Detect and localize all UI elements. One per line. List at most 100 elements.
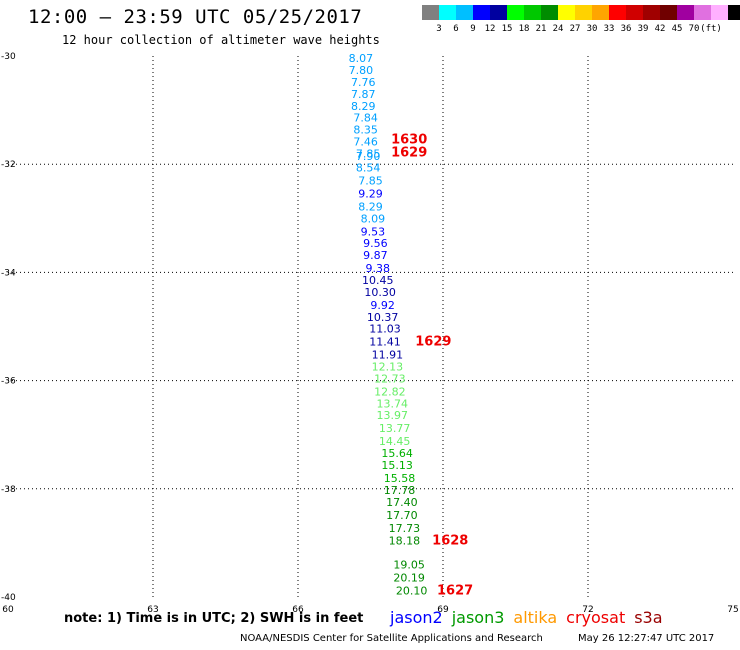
wave-height-label: 10.30 [364,286,396,299]
color-swatch [422,5,439,20]
x-tick-label: 60 [2,605,14,615]
color-swatch [507,5,524,20]
footer-timestamp: May 26 12:27:47 UTC 2017 [578,633,715,644]
note-text: note: 1) Time is in UTC; 2) SWH is in fe… [64,611,364,626]
color-swatch [660,5,677,20]
color-swatch [694,5,711,20]
y-tick-label: -36 [1,377,16,387]
wave-height-label: 14.45 [379,435,411,448]
color-scale-label: 36 [620,24,632,34]
wave-height-label: 17.70 [386,509,418,522]
wave-height-label: 9.92 [370,299,395,312]
wave-height-label: 12.13 [372,361,404,374]
y-tick-label: -40 [1,593,16,603]
time-label: 1627 [437,584,473,599]
wave-height-label: 7.84 [353,112,378,125]
color-swatch [456,5,473,20]
color-swatch [609,5,626,20]
wave-height-label: 7.46 [353,135,378,148]
legend-item-s3a: s3a [634,608,663,627]
color-scale-label: 15 [501,24,513,34]
legend-item-jason3: jason3 [451,608,505,627]
color-swatch [524,5,541,20]
color-scale-label: 39 [637,24,649,34]
wave-height-label: 17.40 [386,496,418,509]
wave-height-label: 15.13 [381,459,413,472]
wave-height-label: 13.77 [379,422,411,435]
color-scale-label: 42 [654,24,666,34]
wave-height-label: 20.19 [393,572,425,585]
wave-height-label: 9.53 [361,225,386,238]
y-tick-label: -34 [1,268,16,278]
wave-height-label: 8.09 [361,212,386,225]
wave-height-label: 11.41 [369,336,401,349]
wave-height-label: 11.91 [372,349,404,362]
color-swatch [541,5,558,20]
color-swatch [575,5,592,20]
wave-height-label: 7.90 [356,150,381,163]
chart-title: 12:00 – 23:59 UTC 05/25/2017 [28,6,363,28]
color-scale-label: 70 [688,24,700,34]
wave-height-label: 8.35 [353,124,378,137]
color-scale-label: (ft) [700,24,722,34]
color-swatch [643,5,660,20]
color-scale-label: 9 [470,24,476,34]
color-scale-label: 27 [569,24,581,34]
wave-height-label: 17.73 [389,522,421,535]
wave-height-label: 9.56 [363,237,388,250]
color-scale-label: 24 [552,24,564,34]
color-swatch [473,5,490,20]
color-scale-label: 30 [586,24,598,34]
legend-item-altika: altika [513,608,558,627]
x-tick-label: 66 [292,605,304,615]
x-tick-label: 69 [437,605,449,615]
x-tick-label: 63 [147,605,158,615]
x-tick-label: 75 [727,605,738,615]
wave-height-label: 12.73 [374,372,406,385]
color-swatch [558,5,575,20]
color-scale-label: 33 [603,24,615,34]
wave-height-label: 7.87 [351,88,376,101]
color-swatch [592,5,609,20]
wave-height-label: 12.82 [374,385,406,398]
wave-height-label: 13.97 [377,409,409,422]
wave-height-label: 7.76 [351,76,376,89]
wave-height-label: 8.54 [356,161,381,174]
color-scale-label: 12 [484,24,496,34]
color-swatch [439,5,456,20]
wave-height-label: 17.78 [384,484,416,497]
time-label: 1629 [415,335,451,350]
color-swatch [490,5,507,20]
wave-height-label: 13.74 [377,397,409,410]
wave-height-label: 9.87 [363,249,388,262]
color-swatch [626,5,643,20]
satellite-legend: jason2 jason3 altika cryosat s3a [390,608,672,627]
legend-item-jason2: jason2 [390,608,443,627]
wave-height-label: 15.64 [381,447,413,460]
legend-item-cryosat: cryosat [566,608,626,627]
wave-height-label: 18.18 [389,535,421,548]
wave-height-label: 7.80 [349,64,374,77]
wave-height-label: 9.38 [366,262,391,275]
wave-height-label: 10.37 [367,311,399,324]
color-swatch [677,5,694,20]
wave-height-label: 11.03 [369,323,401,336]
time-label: 1630 [391,132,427,147]
wave-height-label: 7.85 [358,174,383,187]
color-scale-label: 45 [671,24,683,34]
wave-height-label: 8.29 [351,100,376,113]
y-tick-label: -30 [1,52,16,62]
wave-height-label: 8.07 [349,52,374,65]
wave-height-label: 7.85 [356,147,381,160]
color-scale-label: 21 [535,24,547,34]
y-tick-label: -38 [1,485,16,495]
footer-credit: NOAA/NESDIS Center for Satellite Applica… [240,633,543,644]
color-scale-label: 3 [436,24,442,34]
color-scale-label: 18 [518,24,530,34]
color-scale-label: 6 [453,24,459,34]
color-swatch [711,5,728,20]
wave-height-label: 9.29 [358,187,383,200]
x-tick-label: 72 [582,605,593,615]
wave-height-label: 20.10 [396,585,428,598]
